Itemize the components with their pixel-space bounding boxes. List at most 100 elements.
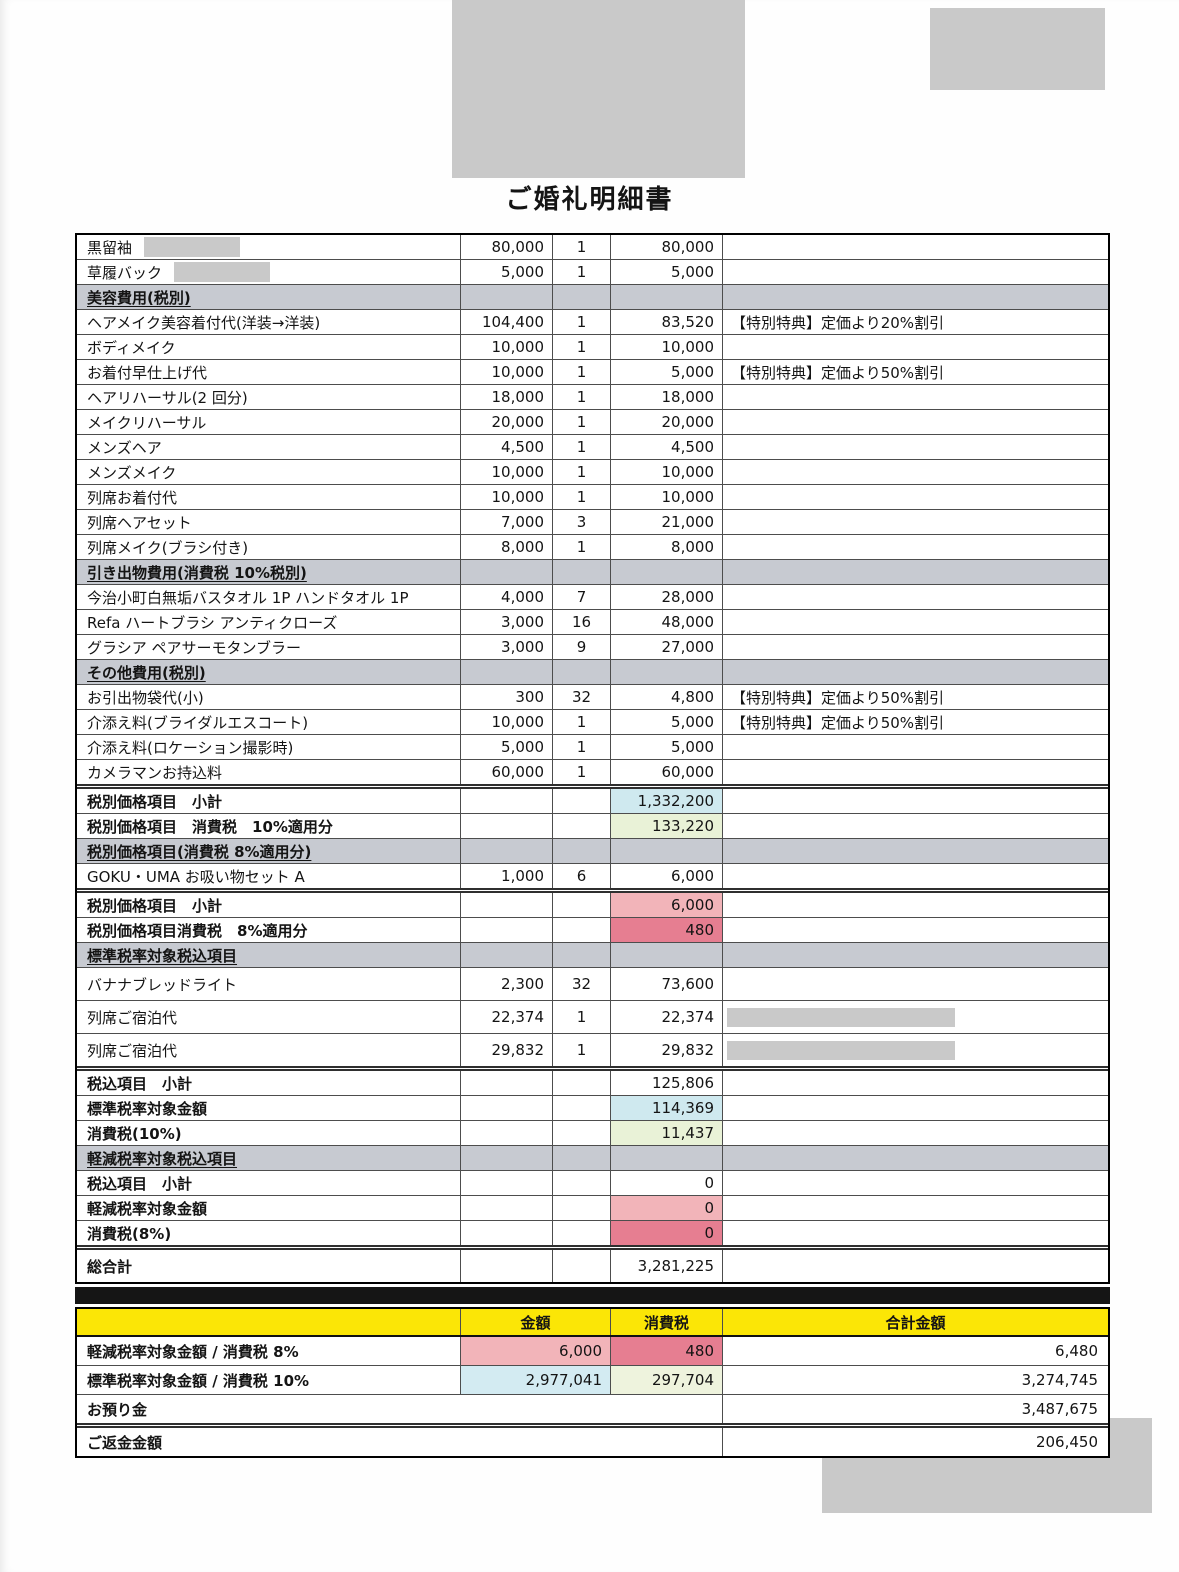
item-name-cell: 軽減税率対象税込項目 <box>77 1146 461 1170</box>
item-row: Refa ハートブラシ アンティクローズ 3,000 16 48,000 <box>77 609 1108 634</box>
quantity-cell: 1 <box>553 1001 611 1033</box>
item-name-cell-text: 税別価格項目 小計 <box>87 792 223 811</box>
unit-price-cell: 18,000 <box>461 385 553 409</box>
subtotal-row: 税別価格項目 消費税 10%適用分 133,220 <box>77 813 1108 838</box>
quantity-cell <box>553 1196 611 1220</box>
item-name-cell: 軽減税率対象金額 <box>77 1196 461 1220</box>
quantity-cell <box>553 839 611 863</box>
amount-cell-text: 48,000 <box>661 613 715 631</box>
unit-price-cell <box>461 893 553 917</box>
section-header-row: 美容費用(税別) <box>77 284 1108 309</box>
item-name-cell-text: お引出物袋代(小) <box>87 688 204 707</box>
item-name-cell-text: 税別価格項目消費税 8%適用分 <box>87 921 308 940</box>
summary-tax-cell: 297,704 <box>611 1366 723 1394</box>
amount-cell-text: 114,369 <box>651 1099 714 1117</box>
note-cell <box>723 260 1108 284</box>
note-cell <box>723 635 1108 659</box>
item-name-cell-text: メンズメイク <box>87 463 177 482</box>
quantity-cell <box>553 1096 611 1120</box>
amount-cell-text: 4,800 <box>671 688 714 706</box>
note-cell <box>723 1146 1108 1170</box>
redacted-note <box>727 1040 955 1060</box>
amount-cell: 20,000 <box>611 410 723 434</box>
quantity-cell: 1 <box>553 535 611 559</box>
unit-price-cell-text: 8,000 <box>501 538 544 556</box>
summary-header-amount-text: 金額 <box>520 1313 551 1332</box>
unit-price-cell: 5,000 <box>461 260 553 284</box>
note-cell <box>723 864 1108 888</box>
item-name-cell-text: 介添え料(ブライダルエスコート) <box>87 713 309 732</box>
amount-cell: 4,800 <box>611 685 723 709</box>
quantity-cell: 1 <box>553 435 611 459</box>
item-row: お着付早仕上げ代 10,000 1 5,000 【特別特典】定価より50%割引 <box>77 359 1108 384</box>
summary-total-cell-text: 3,487,675 <box>1021 1400 1098 1418</box>
amount-cell: 125,806 <box>611 1071 723 1095</box>
item-name-cell: 税別価格項目(消費税 8%適用分) <box>77 839 461 863</box>
unit-price-cell-text: 29,832 <box>491 1041 545 1059</box>
item-name-cell: 介添え料(ブライダルエスコート) <box>77 710 461 734</box>
quantity-cell: 1 <box>553 760 611 784</box>
item-name-cell-text: 列席ご宿泊代 <box>87 1041 178 1060</box>
unit-price-cell-text: 3,000 <box>501 613 544 631</box>
amount-cell: 83,520 <box>611 310 723 334</box>
note-cell <box>723 485 1108 509</box>
amount-cell-text: 0 <box>704 1174 714 1192</box>
unit-price-cell <box>461 1146 553 1170</box>
summary-row: 標準税率対象金額 / 消費税 10% 2,977,041 297,704 3,274,… <box>77 1365 1108 1394</box>
quantity-cell-text: 1 <box>576 713 587 731</box>
amount-cell: 0 <box>611 1221 723 1245</box>
amount-cell <box>611 560 723 584</box>
item-name-cell: メイクリハーサル <box>77 410 461 434</box>
amount-cell-text: 1,332,200 <box>637 792 714 810</box>
quantity-cell-text: 9 <box>576 638 587 656</box>
summary-total-cell-text: 3,274,745 <box>1021 1371 1098 1389</box>
note-cell <box>723 335 1108 359</box>
item-name-cell: その他費用(税別) <box>77 660 461 684</box>
amount-cell: 114,369 <box>611 1096 723 1120</box>
item-row: 列席メイク(ブラシ付き) 8,000 1 8,000 <box>77 534 1108 559</box>
unit-price-cell: 2,300 <box>461 968 553 1000</box>
amount-cell: 29,832 <box>611 1034 723 1066</box>
amount-cell-text: 4,500 <box>671 438 714 456</box>
quantity-cell <box>553 1121 611 1145</box>
summary-header-amount: 金額 <box>461 1309 611 1335</box>
item-row: 黒留袖 80,000 1 80,000 <box>77 235 1108 259</box>
unit-price-cell <box>461 918 553 942</box>
quantity-cell <box>553 285 611 309</box>
item-row: ヘアリハーサル(2 回分) 18,000 1 18,000 <box>77 384 1108 409</box>
quantity-cell <box>553 1071 611 1095</box>
quantity-cell: 1 <box>553 1034 611 1066</box>
item-name-cell: お着付早仕上げ代 <box>77 360 461 384</box>
quantity-cell: 3 <box>553 510 611 534</box>
quantity-cell: 1 <box>553 260 611 284</box>
unit-price-cell: 29,832 <box>461 1034 553 1066</box>
item-row: お引出物袋代(小) 300 32 4,800 【特別特典】定価より50%割引 <box>77 684 1108 709</box>
note-cell <box>723 1071 1108 1095</box>
amount-cell: 22,374 <box>611 1001 723 1033</box>
item-name-cell: 標準税率対象金額 <box>77 1096 461 1120</box>
item-name-cell: 介添え料(ロケーション撮影時) <box>77 735 461 759</box>
unit-price-cell-text: 7,000 <box>501 513 544 531</box>
item-name-cell-text: 列席ご宿泊代 <box>87 1008 178 1027</box>
amount-cell: 480 <box>611 918 723 942</box>
unit-price-cell-text: 20,000 <box>491 413 545 431</box>
quantity-cell-text: 6 <box>576 867 587 885</box>
item-name-cell-text: その他費用(税別) <box>87 663 206 682</box>
quantity-cell-text: 1 <box>576 738 587 756</box>
quantity-cell-text: 32 <box>571 688 592 706</box>
item-name-cell: ヘアリハーサル(2 回分) <box>77 385 461 409</box>
amount-cell: 5,000 <box>611 735 723 759</box>
note-cell: 【特別特典】定価より50%割引 <box>723 360 1108 384</box>
summary-label-cell-text: 軽減税率対象金額 / 消費税 8% <box>87 1342 299 1361</box>
quantity-cell <box>553 893 611 917</box>
note-cell <box>723 918 1108 942</box>
quantity-cell-text: 7 <box>576 588 587 606</box>
redacted-text <box>174 262 271 282</box>
summary-label-cell: ご返金金額 <box>77 1428 723 1456</box>
amount-cell-text: 10,000 <box>661 463 715 481</box>
quantity-cell-text: 1 <box>576 263 587 281</box>
quantity-cell: 1 <box>553 460 611 484</box>
quantity-cell-text: 1 <box>576 463 587 481</box>
amount-cell-text: 27,000 <box>661 638 715 656</box>
amount-cell-text: 11,437 <box>661 1124 715 1142</box>
